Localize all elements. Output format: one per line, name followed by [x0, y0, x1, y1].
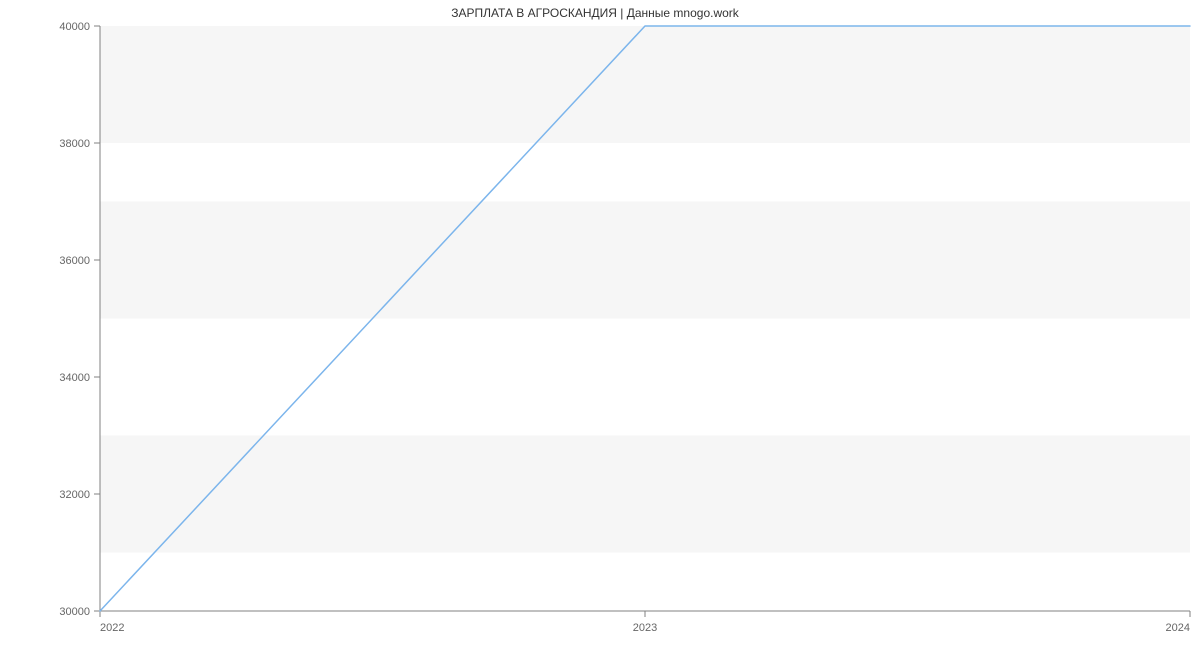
y-tick-label: 32000 [59, 489, 90, 501]
y-band [100, 436, 1190, 553]
y-band [100, 26, 1190, 143]
salary-chart: ЗАРПЛАТА В АГРОСКАНДИЯ | Данные mnogo.wo… [0, 0, 1200, 650]
x-tick-label: 2024 [1166, 622, 1190, 634]
y-tick-label: 40000 [59, 21, 90, 33]
y-tick-label: 34000 [59, 372, 90, 384]
chart-svg: 30000 32000 34000 36000 38000 40000 2022 2023 20… [0, 0, 1200, 650]
y-tick-label: 38000 [59, 138, 90, 150]
y-tick-label: 36000 [59, 255, 90, 267]
x-tick-label: 2023 [633, 622, 657, 634]
x-tick-label: 2022 [100, 622, 124, 634]
y-band [100, 202, 1190, 319]
y-tick-label: 30000 [59, 606, 90, 618]
